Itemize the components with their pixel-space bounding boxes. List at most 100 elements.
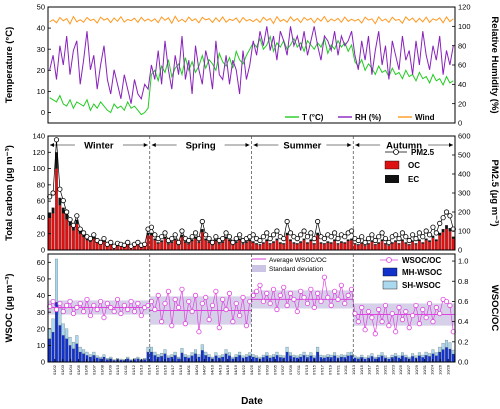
date-tick-label: 10/25 — [398, 364, 403, 375]
bar-ec — [261, 242, 265, 244]
bar-mh-wsoc — [370, 356, 374, 363]
series-wsoc-oc-point — [321, 274, 328, 280]
y-right-tick-label: 100 — [458, 22, 471, 31]
bar-oc — [326, 242, 330, 251]
bar-sh-wsoc — [78, 346, 82, 353]
bar-ec — [380, 239, 384, 242]
series-pm2-5-point — [331, 230, 338, 236]
bar-sh-wsoc — [88, 354, 92, 358]
bar-oc — [350, 240, 354, 251]
series-wsoc-oc-point — [389, 310, 395, 317]
series-wsoc-oc-point — [355, 319, 361, 325]
bar-oc — [85, 240, 89, 251]
y-right-tick-label: 0.8 — [458, 277, 468, 286]
date-tick-label: 07/21 — [335, 364, 340, 375]
y-tick-label: 30 — [37, 308, 45, 317]
bar-sh-wsoc — [451, 349, 455, 355]
panel-total-carbon: 0 20 40 60 80 100 120 140 0 100 200 300 400 500 600 Tot… — [4, 132, 500, 255]
bar-sh-wsoc — [397, 355, 401, 358]
bar-mh-wsoc — [292, 357, 296, 363]
bar-oc — [221, 242, 225, 251]
season-arrow-head — [50, 143, 54, 147]
series-wsoc-oc-point — [311, 304, 317, 311]
date-tick-label: 10/19 — [375, 364, 380, 375]
series-pm2-5-point — [64, 209, 70, 215]
bar-oc — [58, 205, 62, 251]
series-pm2-5-point — [53, 137, 60, 143]
series-wsoc-oc-point — [209, 302, 216, 309]
bar-sh-wsoc — [424, 351, 428, 356]
bar-mh-wsoc — [404, 357, 408, 363]
bar-oc — [292, 243, 296, 251]
bar-mh-wsoc — [272, 356, 276, 363]
bar-oc — [400, 240, 404, 251]
date-tick-label: 10/23 — [390, 364, 395, 375]
series-wsoc-oc-point — [87, 312, 93, 319]
bar-oc — [234, 242, 238, 251]
series-wsoc-oc-point — [196, 329, 202, 335]
date-tick-label: 07/11 — [296, 364, 301, 374]
bar-sh-wsoc — [428, 353, 432, 357]
series-pm2-5-point — [77, 226, 83, 232]
bar-sh-wsoc — [71, 341, 75, 349]
bar-ec — [227, 239, 231, 242]
series-pm2-5-point — [396, 236, 402, 242]
season-label-bg — [380, 139, 429, 150]
series-wsoc-oc-point — [131, 308, 138, 315]
bar-ec — [170, 241, 174, 243]
series-wsoc-oc-point — [84, 296, 90, 303]
series-wsoc-oc-point — [111, 308, 117, 315]
bar-oc — [231, 245, 235, 251]
bar-ec — [441, 228, 445, 233]
date-tick-label: 10/27 — [406, 364, 411, 375]
bar-oc — [306, 243, 309, 251]
series-pm2-5-point — [379, 230, 385, 236]
bar-sh-wsoc — [190, 352, 194, 356]
series-pm2-5-point — [189, 234, 195, 240]
series-pm2-5-point — [223, 230, 229, 236]
series-wsoc-oc-point — [335, 296, 341, 303]
bar-ec — [302, 238, 306, 241]
bar-mh-wsoc — [160, 356, 164, 363]
bar-sh-wsoc — [322, 355, 326, 358]
bar-sh-wsoc — [390, 354, 394, 358]
bar-ec — [299, 241, 303, 243]
series-pm2-5-point — [376, 234, 382, 240]
bar-mh-wsoc — [255, 357, 259, 363]
bar-ec — [428, 240, 432, 242]
series-pm2-5-point — [426, 232, 433, 238]
bar-oc — [329, 243, 333, 251]
series-wsoc-oc-point — [253, 288, 260, 294]
date-tick-label: 04/13 — [217, 364, 222, 375]
bar-oc — [268, 244, 272, 251]
bar-ec — [353, 243, 357, 245]
series-pm2-5-point — [121, 242, 127, 248]
series-wsoc-oc-point — [342, 300, 348, 307]
series-wsoc-oc-point — [53, 306, 60, 313]
series-pm2-5-point — [311, 236, 317, 242]
bar-mh-wsoc — [451, 353, 455, 363]
series-wsoc-oc-point — [393, 329, 399, 335]
bar-mh-wsoc — [417, 355, 421, 363]
bar-sh-wsoc — [241, 355, 245, 358]
y-right-tick-label: 400 — [458, 170, 471, 179]
series-pm2-5-point — [226, 234, 233, 240]
bar-sh-wsoc — [445, 339, 448, 348]
series-pm2-5-point — [175, 239, 182, 245]
bar-mh-wsoc — [411, 356, 415, 363]
series-pm2-5-point — [328, 234, 334, 240]
bar-ec — [343, 242, 347, 244]
bar-oc — [319, 243, 323, 251]
bar-sh-wsoc — [55, 258, 58, 303]
legend-label-stddev: Standard deviation — [269, 266, 324, 273]
y-axis-label: Temperature (°C) — [4, 27, 15, 103]
bar-sh-wsoc — [346, 352, 350, 356]
series-pm2-5-point — [298, 232, 304, 238]
bar-mh-wsoc — [424, 355, 428, 363]
bar-oc — [434, 240, 438, 251]
bar-sh-wsoc — [173, 351, 177, 356]
bar-ec — [268, 243, 272, 245]
series-wsoc-oc-point — [369, 314, 375, 321]
y-right-tick-label: 300 — [458, 189, 471, 198]
bar-sh-wsoc — [302, 351, 306, 356]
